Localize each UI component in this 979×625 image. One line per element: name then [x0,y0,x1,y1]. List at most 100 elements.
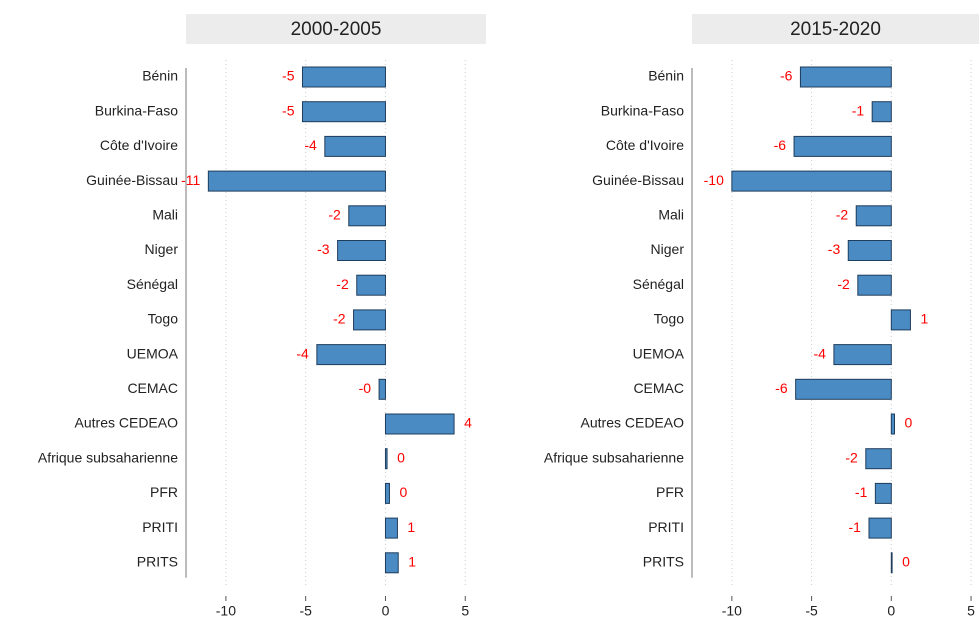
bar [301,66,386,88]
x-tick-label: 5 [461,603,469,619]
value-label: 1 [408,554,416,570]
y-tick-label: PFR [150,484,178,500]
bar [316,344,386,366]
bar [384,482,390,504]
value-label: 1 [407,519,415,535]
panel-title: 2015-2020 [790,19,881,40]
bar [384,552,399,574]
y-tick-label: UEMOA [127,345,179,361]
value-label: 0 [904,415,912,431]
y-tick-label: Togo [654,311,685,327]
value-label: -3 [828,241,841,257]
value-label: -2 [333,311,346,327]
bar [731,170,892,192]
bar [378,378,386,400]
value-label: -2 [837,276,850,292]
y-tick-label: PRITI [142,519,178,535]
bar [865,448,892,470]
y-tick-label: Niger [145,241,179,257]
value-label: -4 [304,137,317,153]
value-label: -6 [774,137,787,153]
y-tick-label: PRITS [137,554,178,570]
x-tick-label: 5 [967,603,975,619]
y-tick-label: Sénégal [633,276,684,292]
x-tick-label: 0 [382,603,390,619]
y-tick-label: Afrique subsaharienne [544,449,684,465]
bar [324,135,386,157]
value-label: 0 [902,554,910,570]
value-label: -2 [845,449,858,465]
bar [857,274,892,296]
y-tick-label: Togo [148,311,179,327]
y-tick-label: CEMAC [127,380,178,396]
bar [356,274,386,296]
value-label: -6 [775,380,788,396]
y-tick-label: PRITI [648,519,684,535]
y-tick-label: Autres CEDEAO [75,415,179,431]
value-label: -5 [282,68,295,84]
value-label: -1 [855,484,868,500]
value-label: -4 [813,345,826,361]
bar [384,448,388,470]
bar [353,309,386,331]
x-tick-label: -5 [805,603,818,619]
y-tick-label: Côte d'Ivoire [606,137,684,153]
bar [795,378,892,400]
value-label: -10 [704,172,724,188]
bar [833,344,892,366]
bar [799,66,892,88]
y-tick-label: PFR [656,484,684,500]
y-tick-label: Burkina-Faso [95,102,178,118]
y-tick-label: UEMOA [633,345,685,361]
value-label: 0 [399,484,407,500]
y-tick-label: Mali [658,207,684,223]
value-label: 4 [464,415,472,431]
value-label: -11 [181,172,200,188]
bar [301,101,386,123]
y-tick-label: Niger [651,241,685,257]
value-label: -2 [336,276,349,292]
y-tick-label: Bénin [648,68,684,84]
y-tick-label: Burkina-Faso [601,102,684,118]
bar [384,517,398,539]
value-label: 0 [397,449,405,465]
bar [871,101,892,123]
bar [793,135,892,157]
bar [874,482,892,504]
value-label: -3 [317,241,330,257]
x-tick-label: -10 [722,603,742,619]
value-label: -1 [849,519,862,535]
value-label: 1 [920,311,928,327]
x-tick-label: -5 [299,603,312,619]
value-label: -5 [282,102,295,118]
value-label: -1 [852,102,865,118]
y-tick-label: Autres CEDEAO [581,415,685,431]
bar [384,413,455,435]
y-tick-label: PRITS [643,554,684,570]
value-label: -6 [780,68,793,84]
bar [890,413,895,435]
y-tick-label: Guinée-Bissau [86,172,178,188]
value-label: -4 [296,345,309,361]
x-tick-label: 0 [887,603,895,619]
panel-title: 2000-2005 [291,19,382,40]
bar [868,517,892,539]
bar [348,205,386,227]
y-tick-label: Sénégal [127,276,178,292]
y-tick-label: Côte d'Ivoire [100,137,178,153]
y-tick-label: Bénin [142,68,178,84]
bar [847,240,892,261]
bar [890,309,911,331]
panel-header [186,14,486,44]
y-tick-label: Guinée-Bissau [592,172,684,188]
panel-header [692,14,979,44]
bar [337,240,386,261]
bar [855,205,892,227]
y-tick-label: Afrique subsaharienne [38,449,178,465]
y-tick-label: CEMAC [633,380,684,396]
value-label: -2 [836,207,849,223]
bar [890,552,893,574]
bar [207,170,386,192]
value-label: -2 [328,207,341,223]
